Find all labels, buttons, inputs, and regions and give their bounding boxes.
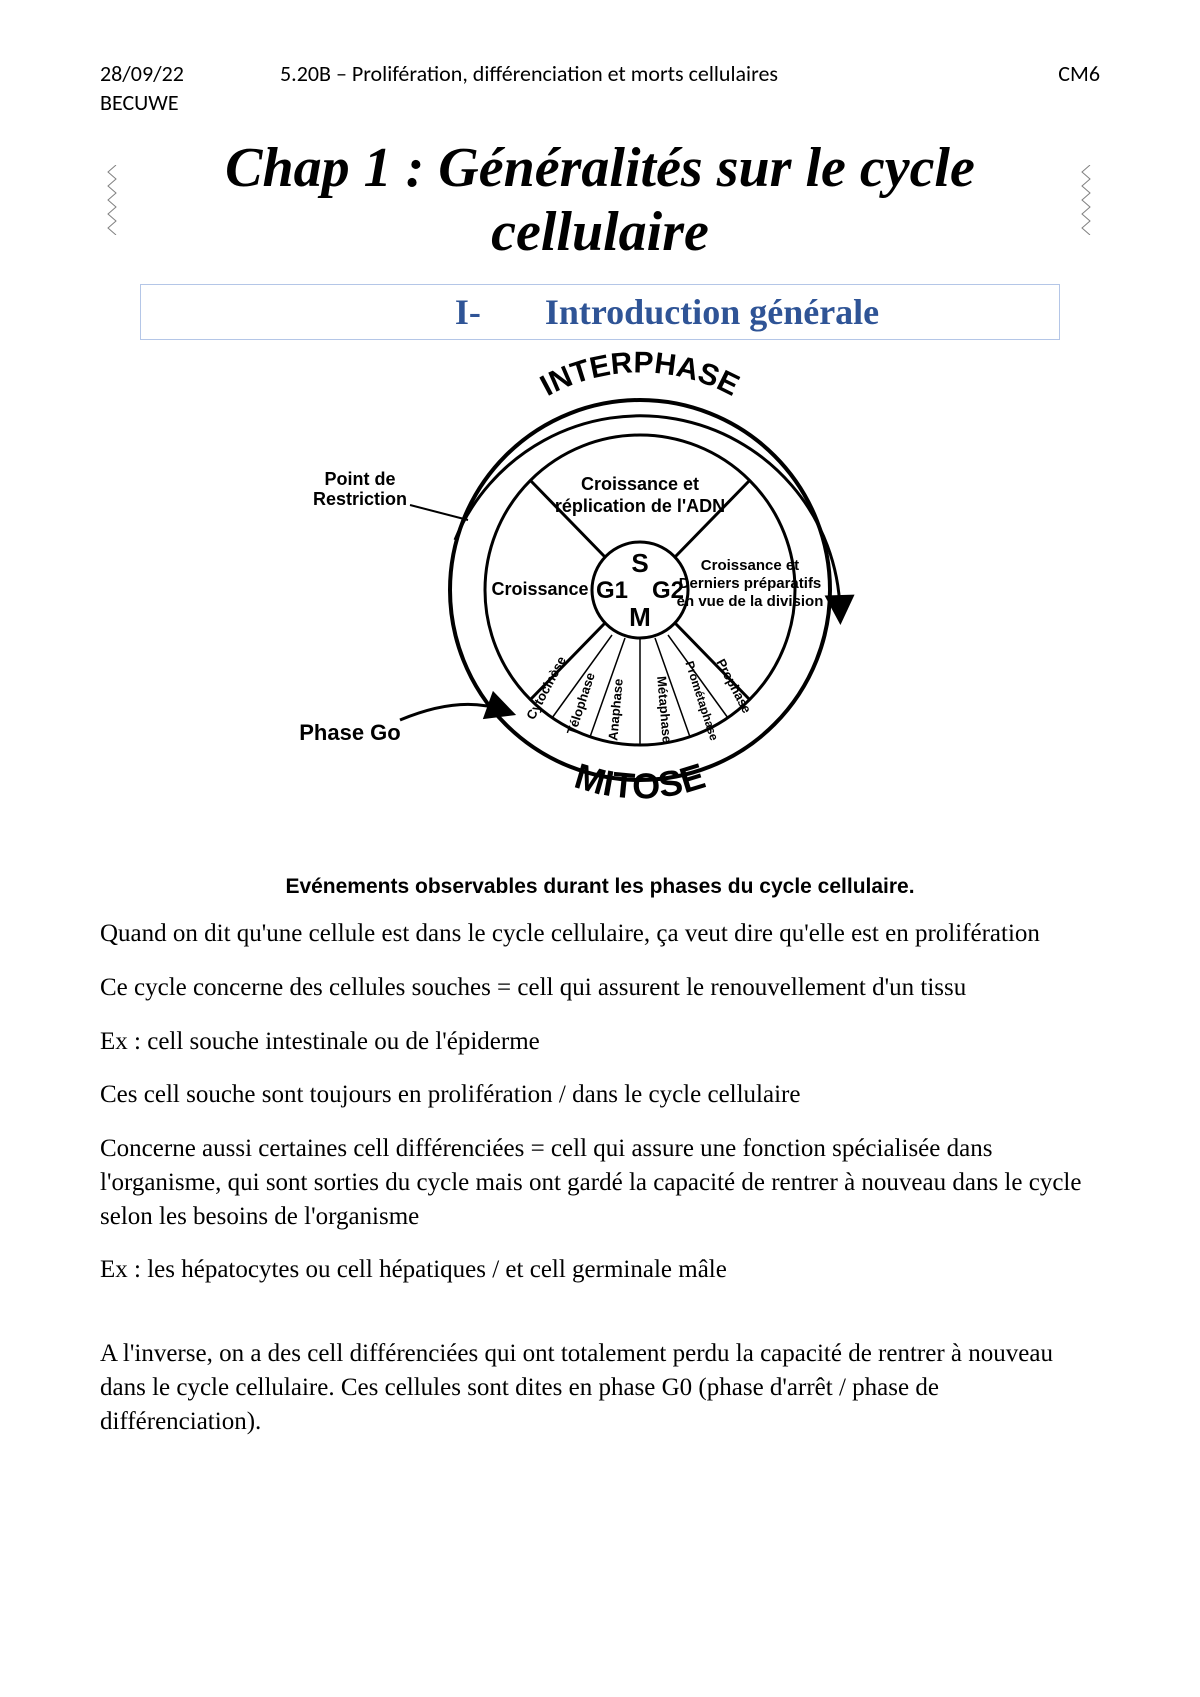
cell-cycle-svg: INTERPHASE MITOSE Point de Restriction P…	[250, 350, 950, 830]
center-g2: G2	[652, 577, 684, 604]
sector-right-1: Croissance et	[701, 557, 799, 574]
header-course: 5.20B – Prolifération, différenciation e…	[240, 60, 1040, 87]
header-code: CM6	[1040, 60, 1100, 87]
center-s: S	[631, 548, 648, 578]
sector-right-3: en vue de la division	[677, 593, 824, 610]
para-6: A l'inverse, on a des cell différenciées…	[100, 1337, 1100, 1438]
interphase-label: INTERPHASE	[535, 350, 744, 403]
section-number: I-	[321, 291, 541, 333]
zigzag-right-icon	[1080, 165, 1094, 235]
restriction-label-1: Point de	[325, 469, 396, 489]
mitose-label: MITOSE	[570, 755, 709, 807]
sector-left: Croissance	[491, 579, 588, 599]
sector-top-2: réplication de l'ADN	[555, 496, 725, 516]
mito-2: Anaphase	[605, 678, 625, 741]
sector-right-2: Derniers préparatifs	[679, 575, 822, 592]
para-4: Concerne aussi certaines cell différenci…	[100, 1132, 1100, 1233]
restriction-label-2: Restriction	[313, 489, 407, 509]
para-0: Quand on dit qu'une cellule est dans le …	[100, 917, 1100, 951]
diagram-caption: Evénements observables durant les phases…	[100, 875, 1100, 899]
phase-go-arrow	[400, 704, 502, 720]
para-5: Ex : les hépatocytes ou cell hépatiques …	[100, 1253, 1100, 1287]
page: 28/09/22 5.20B – Prolifération, différen…	[0, 0, 1200, 1697]
para-2: Ex : cell souche intestinale ou de l'épi…	[100, 1025, 1100, 1059]
chapter-title-wrap: Chap 1 : Généralités sur le cycle cellul…	[100, 136, 1100, 264]
chapter-title: Chap 1 : Généralités sur le cycle cellul…	[130, 136, 1070, 264]
cell-cycle-diagram: INTERPHASE MITOSE Point de Restriction P…	[100, 350, 1100, 835]
center-m: M	[629, 602, 651, 632]
header-date: 28/09/22	[100, 60, 240, 87]
restriction-pointer	[410, 505, 468, 520]
header-author: BECUWE	[100, 89, 1100, 116]
section-title: Introduction générale	[545, 291, 879, 333]
section-heading: I- Introduction générale	[140, 284, 1060, 340]
zigzag-left-icon	[106, 165, 120, 235]
body-text: Quand on dit qu'une cellule est dans le …	[100, 917, 1100, 1438]
para-1: Ce cycle concerne des cellules souches =…	[100, 971, 1100, 1005]
para-3: Ces cell souche sont toujours en prolifé…	[100, 1078, 1100, 1112]
mito-1: Télophase	[564, 671, 598, 737]
sector-top-1: Croissance et	[581, 474, 699, 494]
phase-go-label: Phase Go	[299, 720, 400, 745]
center-g1: G1	[596, 577, 628, 604]
header-row: 28/09/22 5.20B – Prolifération, différen…	[100, 60, 1100, 87]
